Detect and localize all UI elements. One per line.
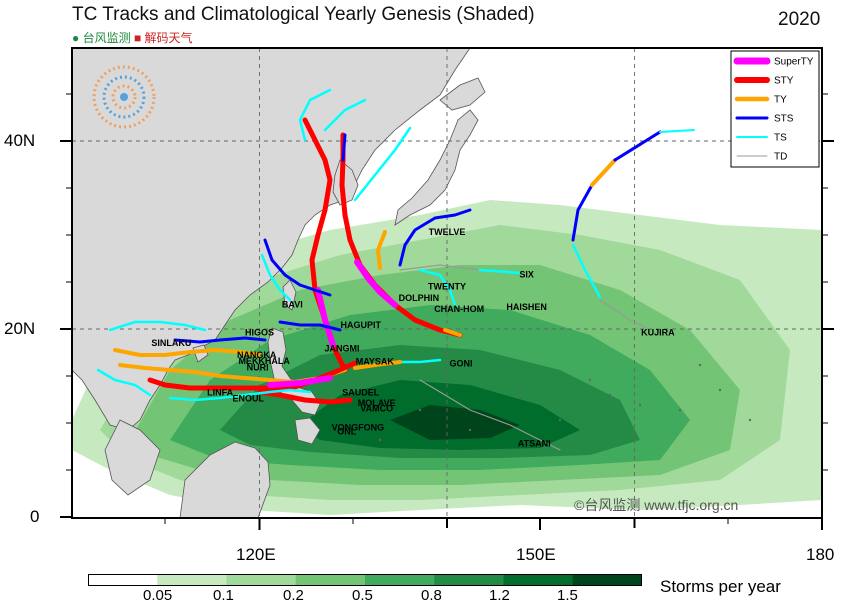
colorbar <box>88 574 642 586</box>
storm-tracks <box>96 88 695 451</box>
cb-tick-0: 0.05 <box>143 587 173 604</box>
storm-name-enoul: ENOUL <box>233 393 265 403</box>
storm-name-jangmi: JANGMI <box>324 344 359 354</box>
legend: SuperTY STY TY STS TS TD <box>730 50 820 168</box>
pacific-islands <box>378 363 752 442</box>
source-label: 台风监测 <box>82 31 131 45</box>
storm-name-goni: GONI <box>450 359 473 369</box>
storm-name-onl: ONL <box>337 426 357 436</box>
colorbar-cell <box>88 574 158 586</box>
storm-name-twelve: TWELVE <box>429 227 466 237</box>
x-tick-150e: 150E <box>516 545 556 564</box>
storm-name-twenty: TWENTY <box>428 282 466 292</box>
cb-tick-2: 0.2 <box>283 587 304 604</box>
landmass <box>72 48 486 518</box>
legend-label-ty: TY <box>774 95 787 106</box>
colorbar-cell <box>503 574 574 586</box>
storm-name-bavi: BAVI <box>282 299 303 309</box>
cb-tick-4: 0.8 <box>421 587 442 604</box>
y-tick-0: 0 <box>30 507 40 526</box>
storm-name-haishen: HAISHEN <box>506 302 547 312</box>
storm-name-dolphin: DOLPHIN <box>399 293 440 303</box>
colorbar-cell <box>157 574 227 586</box>
weibo-icon: ■ <box>133 31 142 45</box>
page-title: TC Tracks and Climatological Yearly Gene… <box>72 4 535 25</box>
y-tick-40n: 40N <box>4 131 36 150</box>
logo-swirl <box>92 65 156 129</box>
storm-name-mekkhala: MEKKHALA <box>238 356 290 366</box>
storm-name-maysak: MAYSAK <box>356 357 395 367</box>
x-tick-120e: 120E <box>236 545 276 564</box>
cb-tick-3: 0.5 <box>352 587 373 604</box>
colorbar-cell <box>434 574 504 586</box>
storm-name-nuri: NURI <box>247 362 269 372</box>
cb-tick-1: 0.1 <box>213 587 234 604</box>
year-label: 2020 <box>778 9 821 30</box>
storm-name-atsani: ATSANI <box>518 439 551 449</box>
watermark: ©台风监测 www.tfjc.org.cn <box>574 497 739 513</box>
colorbar-cell <box>295 574 366 586</box>
legend-label-td: TD <box>774 152 787 163</box>
storm-name-six: SIX <box>519 269 534 279</box>
legend-label-sty: STY <box>774 76 794 87</box>
grid-lines <box>72 48 822 518</box>
storm-name-hagupit: HAGUPIT <box>341 320 382 330</box>
colorbar-unit: Storms per year <box>660 577 781 596</box>
storm-name-linfa: LINFA <box>207 388 233 398</box>
cb-tick-6: 1.5 <box>557 587 578 604</box>
colorbar-cell <box>226 574 297 586</box>
genesis-shading <box>72 200 822 515</box>
storm-name-higos: HIGOS <box>245 328 274 338</box>
colorbar-cell <box>365 574 435 586</box>
app-label: 解码天气 <box>144 31 193 45</box>
storm-name-chan-hom: CHAN-HOM <box>434 304 484 314</box>
storm-name-saudel: SAUDEL <box>342 388 380 398</box>
storm-name-sinlaku: SINLAKU <box>151 338 191 348</box>
axis-ticks <box>60 140 834 530</box>
storm-name-vamco: VAMCO <box>360 404 393 414</box>
colorbar-cell <box>572 574 642 586</box>
legend-label-ts: TS <box>774 133 787 144</box>
wechat-icon: ● <box>72 31 80 45</box>
storm-name-vongfong: VONGFONG <box>332 423 385 433</box>
storm-name-nangka: NANGKA <box>237 350 277 360</box>
x-tick-180: 180 <box>806 545 835 564</box>
minor-ticks <box>66 93 828 524</box>
subtitle: ● 台风监测 ■ 解码天气 <box>72 29 193 46</box>
cb-tick-5: 1.2 <box>489 587 510 604</box>
storm-name-molave: MOLAVE <box>358 398 396 408</box>
legend-label-superty: SuperTY <box>774 57 814 68</box>
y-tick-20n: 20N <box>4 319 36 338</box>
storm-name-kujira: KUJIRA <box>641 328 675 338</box>
legend-label-sts: STS <box>774 114 794 125</box>
